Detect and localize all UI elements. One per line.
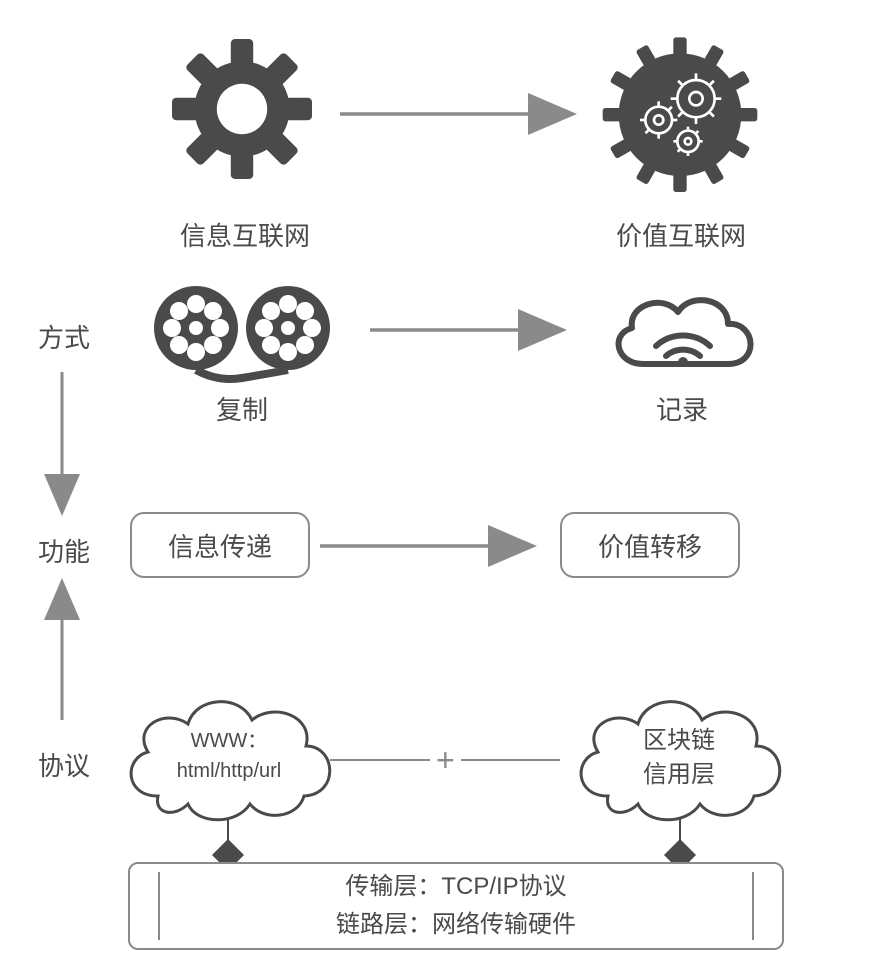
method-right-label: 记录 <box>632 390 732 427</box>
function-left-box: 信息传递 <box>130 512 310 578</box>
side-label-protocol: 协议 <box>38 746 90 783</box>
plus-connector: + <box>430 742 461 779</box>
side-label-function: 功能 <box>38 532 90 569</box>
gear-icon <box>172 32 312 191</box>
side-label-method: 方式 <box>38 318 90 355</box>
bottom-line1: 传输层：TCP/IP协议 <box>336 868 576 906</box>
transport-link-box: 传输层：TCP/IP协议 链路层：网络传输硬件 <box>128 862 784 950</box>
protocol-right-cloud: 区块链 信用层 <box>568 686 790 826</box>
gear-cluster-icon <box>600 32 760 197</box>
protocol-left-line2: html/http/url <box>118 756 340 786</box>
top-left-label: 信息互联网 <box>150 216 340 253</box>
bottom-line2: 链路层：网络传输硬件 <box>336 906 576 944</box>
function-right-box: 价值转移 <box>560 512 740 578</box>
protocol-left-cloud: WWW： html/http/url <box>118 686 340 826</box>
protocol-right-line2: 信用层 <box>568 758 790 792</box>
protocol-right-line1: 区块链 <box>568 724 790 758</box>
film-reels-icon <box>138 278 348 393</box>
top-right-label: 价值互联网 <box>586 216 776 253</box>
protocol-left-line1: WWW： <box>118 726 340 756</box>
cloud-wifi-icon <box>598 286 768 391</box>
method-left-label: 复制 <box>192 390 292 427</box>
